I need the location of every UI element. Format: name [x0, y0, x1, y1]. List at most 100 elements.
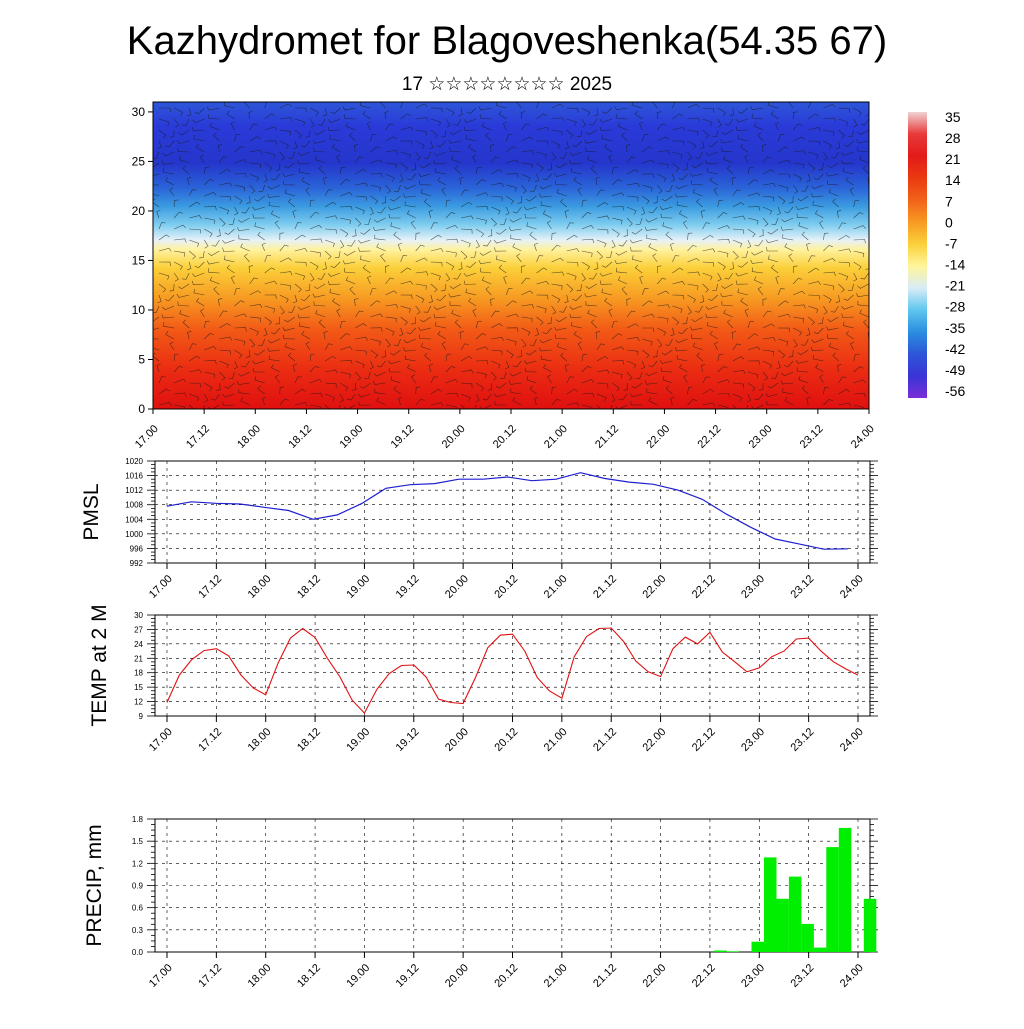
x-tick-label: 23.00 — [739, 726, 767, 754]
y-tick-label: 0 — [138, 402, 145, 416]
colorbar-label: -21 — [945, 278, 965, 294]
x-tick-label: 24.00 — [838, 726, 866, 754]
x-tick-label: 19.00 — [344, 726, 372, 754]
y-tick-label: 9 — [139, 712, 144, 721]
x-tick-label: 20.00 — [443, 573, 471, 601]
y-tick-label: 1020 — [125, 457, 143, 466]
y-tick-label: 1.5 — [132, 837, 144, 846]
y-tick-label: 30 — [134, 611, 143, 620]
pmsl-panel: 992 996 1000 1004 1008 1012 1016 1020 17.00 17.12… — [80, 457, 878, 601]
y-tick-label: 1016 — [125, 472, 143, 481]
y-tick-label: 15 — [134, 683, 143, 692]
temperature-colorbar: 35 28 21 14 7 0 -7 -14 -21 -28 -35 -42 -49 -56 — [908, 109, 965, 399]
precip-bar — [813, 947, 827, 952]
wind-barbs — [153, 102, 869, 409]
x-tick-label: 22.00 — [644, 423, 672, 451]
precip-bar — [726, 951, 740, 952]
y-tick-label: 27 — [134, 625, 143, 634]
y-tick-label: 0.9 — [132, 882, 144, 891]
y-tick-label: 996 — [130, 544, 144, 553]
x-tick-label: 20.12 — [492, 962, 520, 990]
temperature-cross-section-panel: 0 5 10 15 20 25 30 17.00 17.12 18.00 18.12 19.00 19.… — [132, 101, 877, 451]
x-tick-label: 17.00 — [147, 726, 175, 754]
x-tick-label: 21.00 — [542, 573, 570, 601]
x-tick-label: 18.00 — [246, 573, 274, 601]
x-tick-label: 18.12 — [295, 573, 323, 601]
y-tick-label: 0.0 — [132, 948, 144, 957]
wind-barb-strokes — [153, 102, 869, 409]
y-tick-label: 10 — [132, 303, 146, 317]
colorbar-label: 35 — [945, 109, 961, 125]
x-tick-label: 19.00 — [337, 423, 365, 451]
x-tick-label: 23.12 — [789, 726, 817, 754]
x-tick-label: 23.12 — [789, 962, 817, 990]
x-tick-label: 17.12 — [184, 423, 212, 451]
y-tick-label: 25 — [132, 154, 146, 168]
colorbar-strip — [908, 112, 927, 398]
x-tick-label: 22.12 — [690, 726, 718, 754]
x-tick-label: 18.00 — [246, 962, 274, 990]
x-tick-label: 17.00 — [147, 573, 175, 601]
colorbar-label: 7 — [945, 193, 953, 209]
y-axis-label: TEMP at 2 M — [88, 604, 111, 726]
y-tick-label: 24 — [134, 640, 143, 649]
precip-bar — [788, 876, 802, 952]
x-tick-label: 21.12 — [591, 962, 619, 990]
x-tick-label: 19.00 — [344, 962, 372, 990]
y-tick-label: 30 — [132, 105, 146, 119]
colorbar-label: -35 — [945, 320, 965, 336]
y-tick-label: 1012 — [125, 486, 143, 495]
x-tick-label: 21.00 — [542, 962, 570, 990]
precip-bar — [776, 898, 789, 952]
x-tick-label: 20.00 — [443, 726, 471, 754]
x-tick-label: 17.12 — [196, 962, 224, 990]
colorbar-label: -14 — [945, 257, 965, 273]
precip-bar — [764, 857, 777, 952]
colorbar-label: 21 — [945, 151, 961, 167]
x-tick-label: 18.12 — [286, 423, 314, 451]
x-tick-label: 21.12 — [591, 726, 619, 754]
precip-bar — [801, 923, 814, 952]
y-tick-label: 5 — [138, 352, 145, 366]
x-tick-label: 20.00 — [443, 962, 471, 990]
x-tick-label: 19.12 — [389, 423, 417, 451]
x-tick-label: 20.00 — [440, 423, 468, 451]
x-tick-label: 22.12 — [695, 423, 723, 451]
x-tick-label: 17.00 — [133, 423, 161, 451]
y-tick-label: 992 — [130, 559, 144, 568]
temp-line — [166, 627, 859, 715]
x-tick-label: 19.00 — [344, 573, 372, 601]
x-tick-label: 21.12 — [593, 423, 621, 451]
x-tick-label: 20.12 — [492, 573, 520, 601]
y-tick-label: 18 — [134, 669, 143, 678]
x-tick-label: 19.12 — [394, 962, 422, 990]
precip-bar — [838, 827, 852, 952]
precip-bar — [863, 898, 877, 952]
x-tick-label: 24.00 — [838, 573, 866, 601]
precip-bar — [826, 847, 839, 952]
x-tick-label: 23.00 — [739, 962, 767, 990]
y-tick-label: 1004 — [125, 515, 143, 524]
y-axis-label: PRECIP, mm — [83, 824, 106, 946]
colorbar-label: 28 — [945, 130, 961, 146]
colorbar-label: 0 — [945, 214, 953, 230]
precip-bar — [751, 941, 764, 952]
colorbar-label: 14 — [945, 172, 961, 188]
y-tick-label: 20 — [132, 204, 146, 218]
precip-panel: 0.0 0.3 0.6 0.9 1.2 1.5 1.8 17.00 17.12 18.00 18.1… — [83, 815, 878, 990]
y-tick-label: 1008 — [125, 501, 143, 510]
x-tick-label: 22.00 — [640, 573, 668, 601]
colorbar-label: -42 — [945, 341, 965, 357]
x-tick-label: 23.12 — [798, 423, 826, 451]
x-tick-label: 22.12 — [690, 962, 718, 990]
colorbar-label: -28 — [945, 299, 965, 315]
temp-2m-panel: 9 12 15 18 21 24 27 30 17.00 17.12 18.00 18.12 19.00… — [88, 604, 878, 754]
y-tick-label: 1.8 — [132, 815, 144, 824]
precip-bar — [714, 950, 727, 952]
x-tick-label: 23.00 — [739, 573, 767, 601]
x-tick-label: 22.00 — [640, 962, 668, 990]
x-tick-label: 18.00 — [246, 726, 274, 754]
x-tick-label: 18.00 — [235, 423, 263, 451]
x-tick-label: 18.12 — [295, 726, 323, 754]
chart-subtitle: 17 ☆☆☆☆☆☆☆☆ 2025 — [402, 74, 612, 95]
